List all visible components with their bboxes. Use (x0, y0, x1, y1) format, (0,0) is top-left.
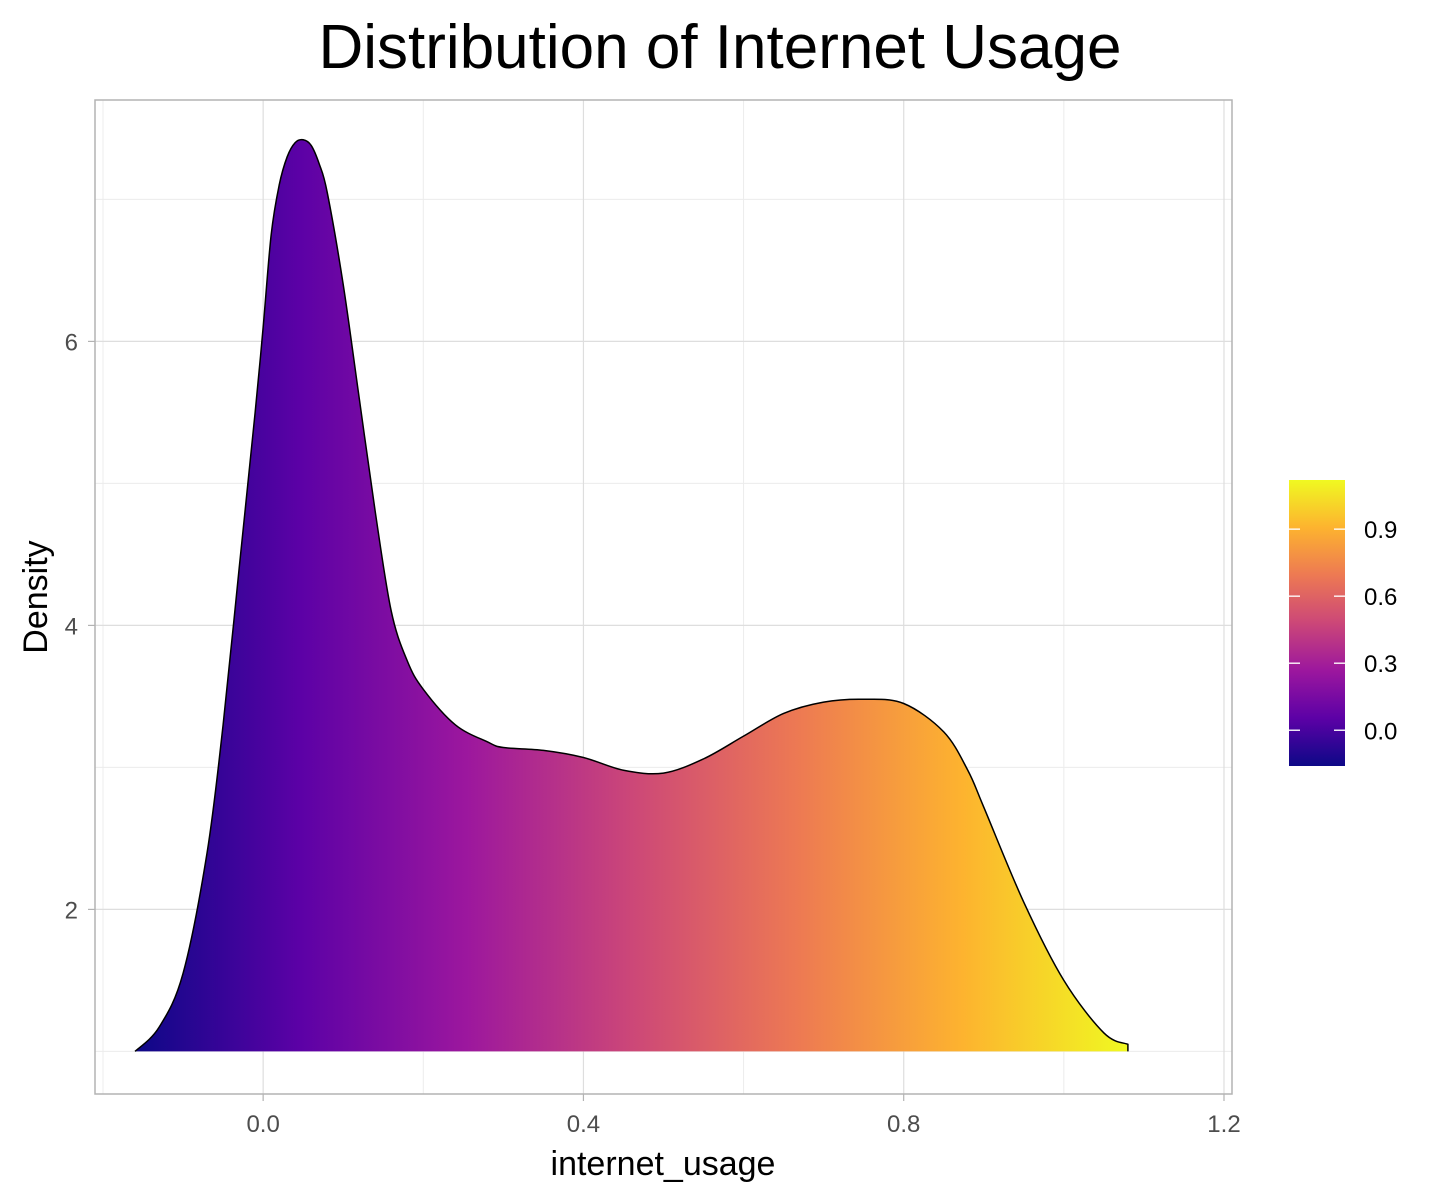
y-tick-label: 4 (65, 613, 78, 640)
chart-title: Distribution of Internet Usage (319, 13, 1122, 82)
y-tick-label: 2 (65, 897, 78, 924)
x-axis: 0.0 0.4 0.8 1.2 (246, 1094, 1241, 1138)
x-tick-label: 0.0 (246, 1111, 279, 1138)
x-tick-label: 0.8 (887, 1111, 920, 1138)
legend-tick-label: 0.3 (1364, 651, 1397, 678)
panel-border (94, 99, 1233, 1095)
legend-tick-label: 0.9 (1364, 517, 1397, 544)
x-tick-label: 1.2 (1207, 1111, 1240, 1138)
y-axis: 2 4 6 (65, 329, 95, 924)
y-tick-label: 6 (65, 329, 78, 356)
legend-colorbar (1289, 480, 1345, 766)
legend-tick-label: 0.6 (1364, 584, 1397, 611)
x-axis-title: internet_usage (551, 1145, 776, 1183)
density-fill (135, 139, 1128, 1052)
legend-tick-label: 0.0 (1364, 718, 1397, 745)
density-area (134, 138, 1129, 1052)
x-tick-label: 0.4 (567, 1111, 600, 1138)
y-axis-title: Density (17, 540, 55, 653)
density-line (134, 138, 1129, 1052)
color-legend: 0.0 0.3 0.6 0.9 (1289, 480, 1397, 766)
